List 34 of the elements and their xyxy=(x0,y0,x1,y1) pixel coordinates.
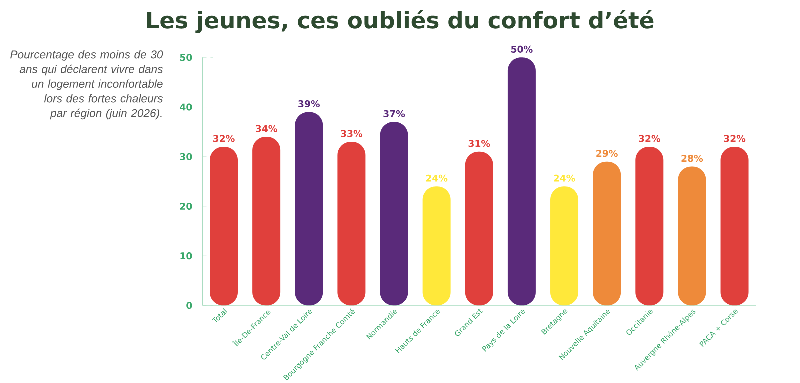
data-label: 34% xyxy=(256,125,278,132)
data-label: 37% xyxy=(384,110,406,118)
text: Pourcentage des moins de 30 ans qui déclarent vivre dans un logement inconfortable lors des fortes chaleurs par région (juin 2026). xyxy=(10,50,164,120)
bar xyxy=(508,58,536,306)
bar xyxy=(678,166,706,306)
bar xyxy=(422,186,451,306)
y-tick-label: 0 xyxy=(186,302,192,310)
data-label: 28% xyxy=(682,155,704,162)
data-label: 31% xyxy=(468,140,490,148)
data-label: 32% xyxy=(213,135,235,142)
bar xyxy=(295,112,324,306)
data-label: 32% xyxy=(724,135,746,142)
bar xyxy=(550,186,579,306)
y-tick-label: 10 xyxy=(180,252,192,260)
y-tick-label: 20 xyxy=(180,202,192,210)
data-label: 24% xyxy=(426,174,448,182)
data-label: 29% xyxy=(596,150,618,158)
bar xyxy=(720,146,749,306)
chart-title: Les jeunes, ces oubliés du confort d’été xyxy=(147,10,654,34)
y-tick-label: 30 xyxy=(180,153,192,160)
data-label: 33% xyxy=(341,130,363,138)
bar xyxy=(380,122,408,306)
bar xyxy=(252,137,281,306)
bar xyxy=(465,152,494,306)
bar xyxy=(636,146,664,306)
data-label: 32% xyxy=(639,135,661,142)
bar xyxy=(593,162,622,306)
data-label: 24% xyxy=(554,174,576,182)
data-label: 50% xyxy=(511,46,533,53)
data-label: 39% xyxy=(298,100,320,108)
bar xyxy=(338,142,366,306)
y-tick-label: 40 xyxy=(180,104,192,111)
bar xyxy=(210,146,238,306)
y-tick-label: 50 xyxy=(180,54,192,62)
